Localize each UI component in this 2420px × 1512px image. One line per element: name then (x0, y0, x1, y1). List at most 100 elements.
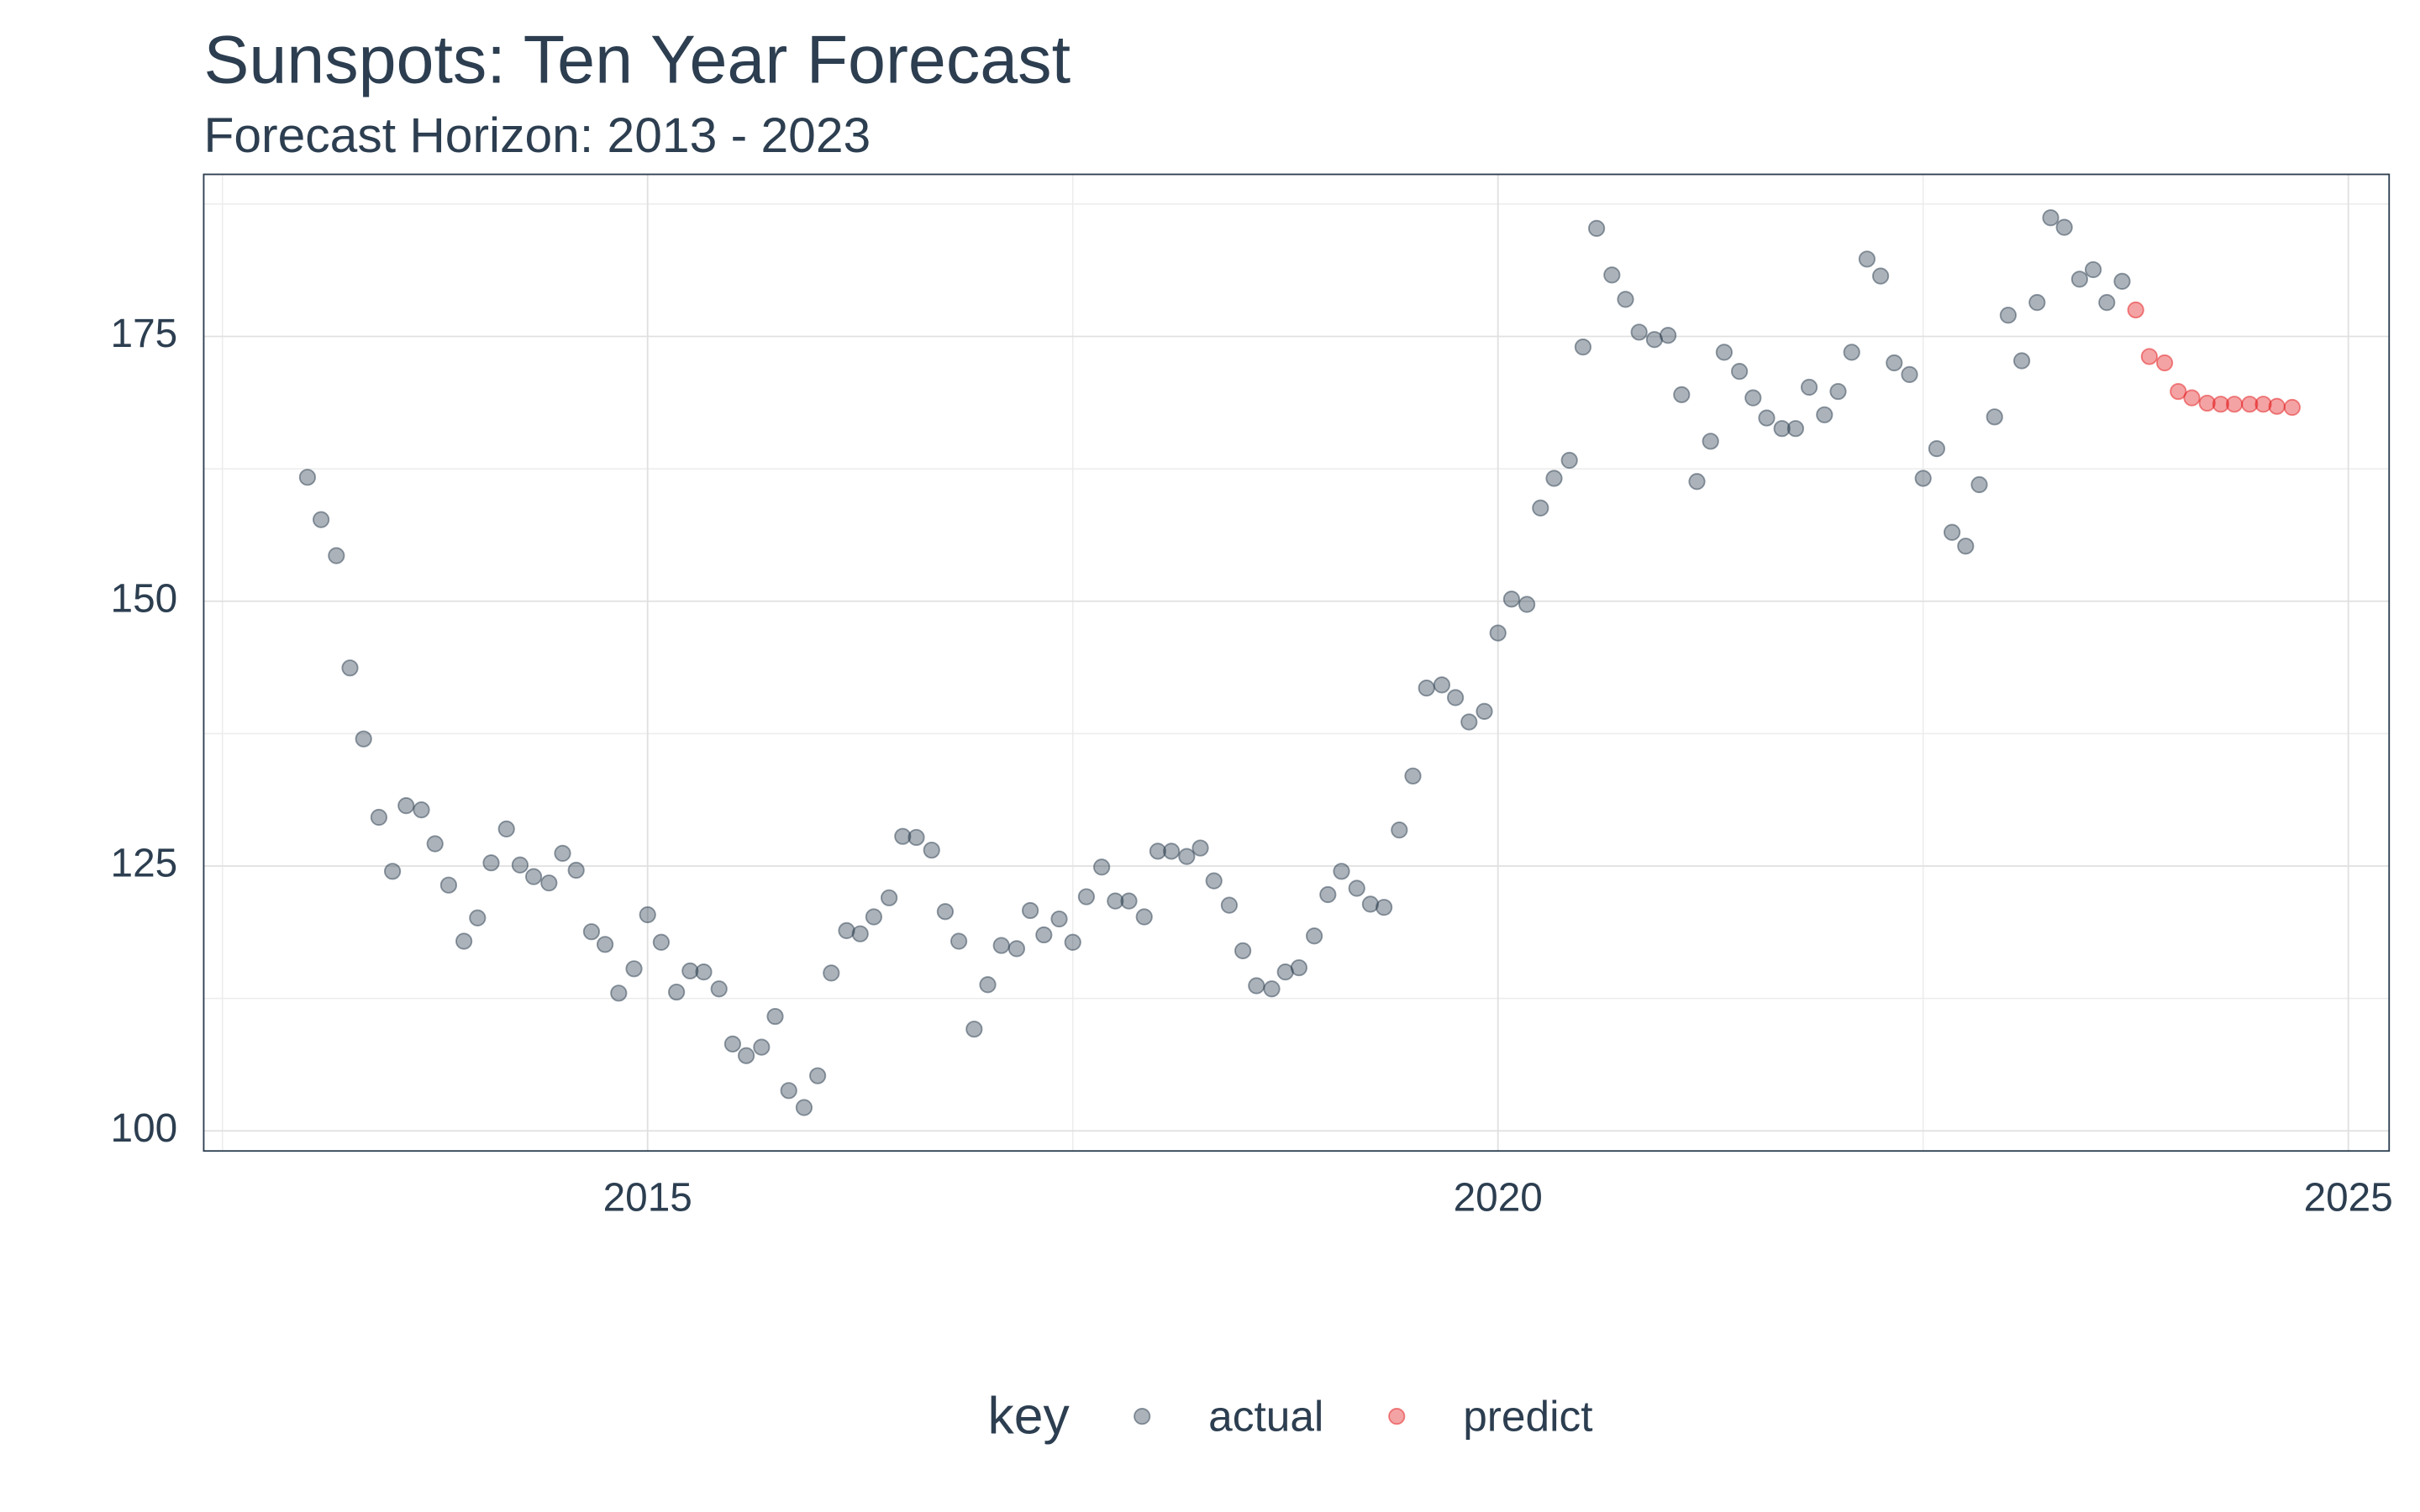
data-point (2012, 352, 2031, 370)
data-point (851, 925, 869, 942)
data-point (1391, 822, 1408, 839)
data-point (1829, 382, 1847, 401)
data-point (1333, 863, 1350, 880)
data-point (1858, 250, 1876, 268)
data-point (1306, 927, 1323, 945)
data-point (1093, 858, 1111, 876)
data-point (681, 962, 699, 979)
data-point (469, 909, 487, 927)
data-point (1348, 879, 1365, 897)
y-tick-label: 100 (111, 1106, 178, 1151)
data-point (298, 469, 317, 486)
data-point (1319, 885, 1337, 904)
data-point (1986, 408, 2003, 426)
y-tick-label: 175 (111, 312, 178, 356)
data-point (639, 906, 656, 924)
data-point (1928, 440, 1945, 458)
data-point (2254, 396, 2272, 413)
data-point (439, 876, 458, 894)
data-point (1574, 338, 1592, 356)
plot-border (203, 173, 2391, 1152)
data-point (965, 1021, 983, 1038)
data-point (1901, 365, 1918, 383)
data-point (1744, 389, 1762, 407)
data-point (2268, 397, 2286, 415)
data-point (313, 511, 330, 528)
data-point (625, 960, 643, 978)
data-point (2042, 209, 2060, 227)
data-point (2127, 301, 2144, 319)
data-point (1077, 888, 1095, 906)
data-point (1290, 958, 1307, 977)
data-point (1970, 475, 1988, 494)
data-point (1773, 420, 1791, 438)
data-point (2212, 396, 2229, 413)
data-point (1871, 267, 1890, 285)
y-tick-label: 125 (111, 842, 178, 886)
data-point (1843, 344, 1860, 361)
data-point (1587, 219, 1606, 237)
data-point (2155, 354, 2174, 372)
data-point (328, 547, 345, 564)
data-point (1659, 327, 1677, 344)
y-tick-label: 150 (111, 576, 178, 621)
data-point (809, 1067, 827, 1084)
data-point (1518, 596, 1536, 613)
data-point (1234, 942, 1252, 959)
data-point (1192, 839, 1209, 857)
data-point (1162, 843, 1181, 860)
data-point (823, 964, 840, 982)
data-point (1205, 872, 1223, 890)
data-point (894, 827, 912, 845)
data-point (397, 797, 415, 815)
data-point (1999, 307, 2017, 324)
data-point (1050, 910, 1068, 928)
data-point (2140, 348, 2158, 365)
data-point (1886, 354, 1903, 372)
data-point (2283, 398, 2302, 417)
data-point (1489, 624, 1507, 642)
data-point (1022, 901, 1039, 920)
data-point (2055, 218, 2073, 236)
data-point (1007, 940, 1026, 958)
data-point (737, 1047, 755, 1064)
data-point (426, 835, 444, 853)
data-point (567, 861, 585, 879)
data-point (1263, 980, 1281, 998)
data-point (1944, 523, 1961, 541)
legend-label: predict (1463, 1391, 1592, 1440)
data-point (992, 937, 1010, 954)
x-tick-label: 2020 (1454, 1176, 1543, 1221)
data-point (2170, 382, 2187, 401)
data-point (865, 908, 882, 926)
data-point (1460, 713, 1478, 731)
data-point (497, 820, 515, 837)
data-point (908, 828, 925, 847)
data-point (1560, 451, 1578, 470)
data-point (524, 868, 543, 885)
data-point (1135, 908, 1153, 926)
data-point (1673, 386, 1691, 403)
data-point (1361, 895, 1380, 913)
data-point (923, 841, 940, 859)
chart-title: Sunspots: Ten Year Forecast (203, 22, 1071, 97)
data-point (1545, 470, 1563, 487)
data-point (950, 932, 968, 950)
data-point (780, 1082, 797, 1100)
data-point (1532, 499, 1549, 517)
data-point (2225, 396, 2244, 413)
data-point (2084, 260, 2102, 279)
data-point (2198, 394, 2216, 412)
data-point (554, 844, 571, 862)
x-tick-label: 2015 (603, 1176, 692, 1221)
data-point (2241, 396, 2259, 413)
data-point (1914, 470, 1932, 487)
data-point (1800, 378, 1818, 396)
data-point (936, 903, 955, 921)
data-point (455, 932, 473, 950)
data-point (1957, 538, 1975, 555)
chart-subtitle: Forecast Horizon: 2013 - 2023 (203, 108, 871, 163)
data-point (1064, 933, 1081, 951)
data-point (511, 856, 529, 874)
data-point (482, 854, 500, 872)
